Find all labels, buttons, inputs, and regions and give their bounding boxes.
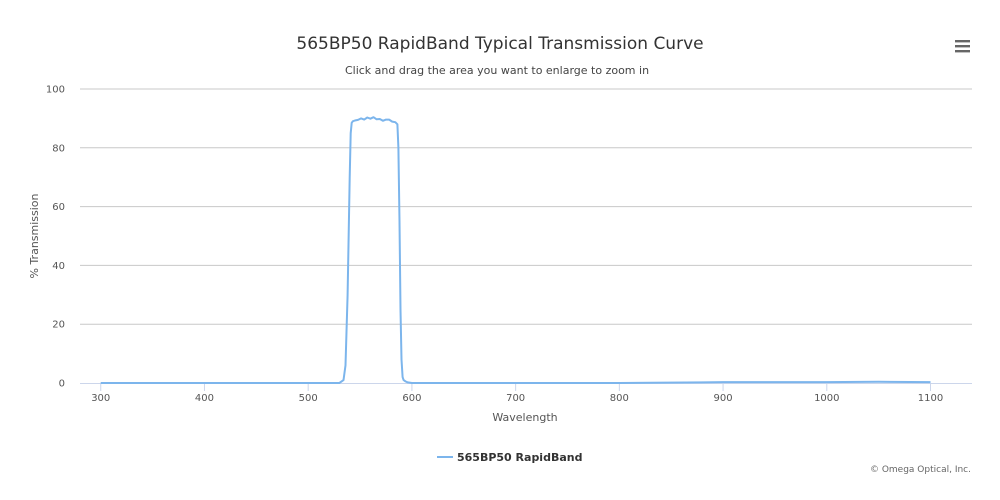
- series-line-0[interactable]: [100, 116, 931, 384]
- y-tick-label-20: 20: [52, 320, 65, 331]
- chart-subtitle: Click and drag the area you want to enla…: [345, 64, 649, 77]
- hamburger-menu-icon[interactable]: [950, 36, 974, 56]
- y-axis-ticks: 0 20 40 60 80 100: [46, 85, 65, 390]
- x-axis-ticks: 300 400 500 600 700 800 900 1000 1100: [91, 383, 943, 404]
- series-group: [100, 116, 931, 384]
- x-tick-label-400: 400: [195, 393, 214, 404]
- grid-lines: [80, 88, 972, 325]
- x-tick-label-700: 700: [506, 393, 525, 404]
- x-axis-title: Wavelength: [492, 411, 557, 424]
- x-tick-label-1100: 1100: [918, 393, 943, 404]
- legend-label: 565BP50 RapidBand: [457, 451, 582, 464]
- y-axis-title: % Transmission: [28, 193, 41, 278]
- y-tick-label-80: 80: [52, 143, 65, 154]
- y-tick-label-40: 40: [52, 261, 65, 272]
- credits-link[interactable]: © Omega Optical, Inc.: [870, 465, 971, 475]
- x-tick-label-1000: 1000: [814, 393, 839, 404]
- y-tick-label-100: 100: [46, 85, 65, 96]
- x-tick-label-800: 800: [610, 393, 629, 404]
- x-tick-label-500: 500: [299, 393, 318, 404]
- y-tick-label-60: 60: [52, 202, 65, 213]
- x-tick-label-900: 900: [714, 393, 733, 404]
- y-tick-label-0: 0: [59, 379, 65, 390]
- x-tick-label-600: 600: [402, 393, 421, 404]
- x-tick-label-300: 300: [91, 393, 110, 404]
- chart-title: 565BP50 RapidBand Typical Transmission C…: [296, 34, 703, 54]
- legend-item[interactable]: 565BP50 RapidBand: [437, 451, 582, 464]
